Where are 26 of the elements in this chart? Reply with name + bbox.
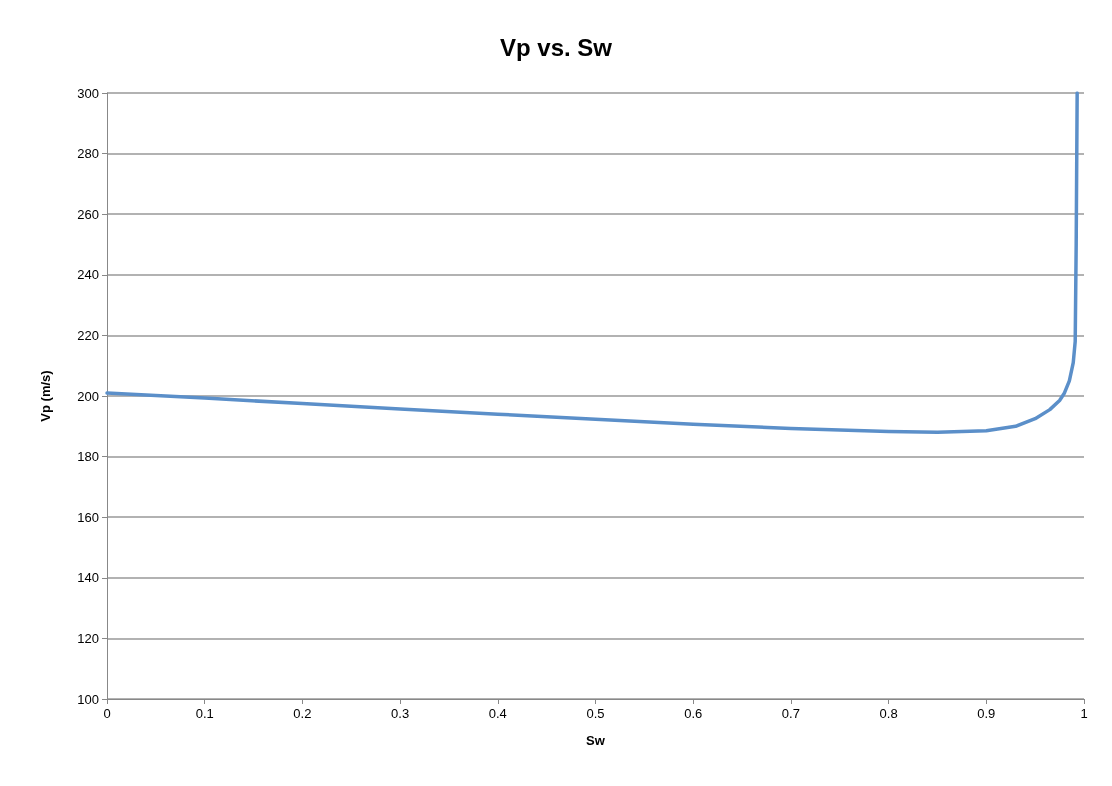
y-tick-label: 100: [77, 691, 99, 707]
line-series: [105, 91, 1079, 435]
y-axis-title: Vp (m/s): [38, 370, 53, 422]
y-tick-label: 260: [77, 206, 99, 222]
x-tick-label: 0.7: [781, 706, 800, 721]
x-tick-label: 1: [1080, 706, 1088, 721]
y-tick-label: 120: [77, 630, 99, 646]
y-tick-label: 180: [77, 449, 99, 465]
x-tick-label: 0.3: [391, 706, 410, 721]
chart-title: Vp vs. Sw: [499, 33, 613, 61]
x-tick-label: 0.8: [879, 706, 898, 721]
x-tick-label: 0.6: [684, 706, 703, 721]
y-tick-label: 200: [77, 388, 99, 404]
x-tick-label: 0.9: [977, 706, 996, 721]
x-tick-label: 0: [103, 706, 111, 721]
x-axis-title: Sw: [586, 733, 606, 748]
x-tick-label: 0.4: [488, 706, 507, 721]
y-tick-label: 220: [77, 327, 99, 343]
y-tick-label: 300: [77, 85, 99, 101]
x-tick-label: 0.2: [293, 706, 312, 721]
y-tick-label: 160: [77, 509, 99, 525]
y-tick-label: 280: [77, 146, 99, 162]
y-tick-label: 140: [77, 570, 99, 586]
y-tick-label: 240: [77, 267, 99, 283]
x-tick-label: 0.5: [586, 706, 605, 721]
x-tick-label: 0.1: [195, 706, 214, 721]
